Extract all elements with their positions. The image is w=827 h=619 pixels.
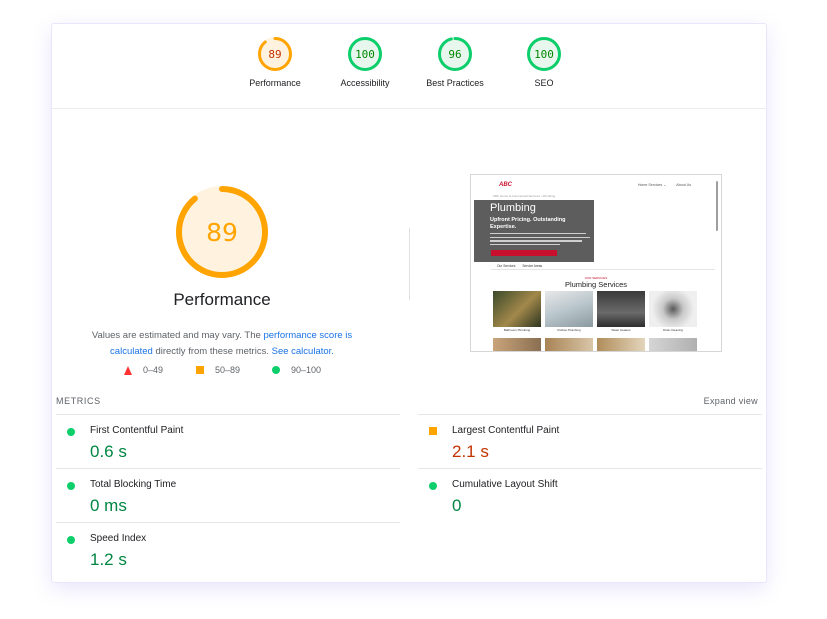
gauge-best-practices[interactable]: 96 Best Practices bbox=[400, 36, 510, 88]
desc-text: directly from these metrics. bbox=[152, 346, 272, 357]
thumb-tab: Our Services bbox=[497, 264, 516, 268]
fail-triangle-icon bbox=[124, 365, 132, 375]
legend-average-range: 50–89 bbox=[215, 365, 241, 375]
gauge-label: SEO bbox=[534, 78, 554, 88]
score-legend: 0–49 50–89 90–100 bbox=[124, 365, 384, 379]
metric-name: Speed Index bbox=[90, 533, 147, 544]
pass-circle-icon bbox=[67, 536, 75, 544]
metric-name: First Contentful Paint bbox=[90, 425, 184, 436]
pass-circle-icon bbox=[67, 428, 75, 436]
metric-value: 2.1 s bbox=[452, 442, 489, 461]
thumb-tile-caption: Drain Cleaning bbox=[663, 328, 683, 332]
gauge-seo[interactable]: 100 SEO bbox=[489, 36, 599, 88]
performance-big-gauge: 89 bbox=[176, 186, 268, 278]
performance-big-score: 89 bbox=[206, 218, 238, 247]
legend-fail-range: 0–49 bbox=[143, 365, 164, 375]
pass-circle-icon bbox=[429, 482, 437, 490]
expand-view-toggle[interactable]: Expand view bbox=[703, 396, 758, 406]
legend-average: 50–89 bbox=[196, 365, 240, 375]
thumb-divider bbox=[491, 269, 715, 270]
thumb-tile-image bbox=[649, 338, 697, 351]
thumb-tile-image bbox=[597, 338, 645, 351]
gauge-accessibility[interactable]: 100 Accessibility bbox=[310, 36, 420, 88]
legend-fail: 0–49 bbox=[124, 365, 163, 375]
thumb-tile-image bbox=[597, 291, 645, 327]
thumb-nav-item: About Us bbox=[676, 183, 691, 187]
gauge-score: 100 bbox=[534, 48, 554, 61]
legend-pass: 90–100 bbox=[272, 365, 321, 375]
metric-largest-contentful-paint: Largest Contentful Paint 2.1 s bbox=[418, 414, 762, 469]
metric-name: Largest Contentful Paint bbox=[452, 425, 560, 436]
pass-circle-icon bbox=[272, 366, 280, 374]
performance-summary: 89 Performance Values are estimated and … bbox=[72, 174, 372, 360]
vertical-divider bbox=[409, 228, 410, 300]
metric-speed-index: Speed Index 1.2 s bbox=[56, 522, 400, 577]
thumb-tab: Service Areas bbox=[522, 264, 543, 268]
performance-score-ring: 89 bbox=[258, 37, 292, 71]
accessibility-score-ring: 100 bbox=[348, 37, 382, 71]
thumb-subtitle: Upfront Pricing. Outstanding Expertise. bbox=[490, 217, 566, 230]
see-calculator-link[interactable]: See calculator. bbox=[271, 346, 334, 357]
thumb-cta-button bbox=[491, 250, 557, 256]
thumb-tile-caption: Kitchen Plumbing bbox=[557, 328, 581, 332]
legend-pass-range: 90–100 bbox=[291, 365, 322, 375]
performance-title: Performance bbox=[173, 290, 271, 309]
thumb-tile-image bbox=[493, 291, 541, 327]
thumb-tile-image bbox=[493, 338, 541, 351]
gauge-label: Best Practices bbox=[426, 78, 484, 88]
metric-value: 0.6 s bbox=[90, 442, 127, 461]
gauge-label: Performance bbox=[249, 78, 301, 88]
metric-total-blocking-time: Total Blocking Time 0 ms bbox=[56, 468, 400, 523]
average-square-icon bbox=[429, 427, 437, 435]
metric-value: 0 bbox=[452, 496, 462, 515]
metrics-header: METRICS bbox=[56, 396, 101, 406]
pass-circle-icon bbox=[67, 482, 75, 490]
thumb-section-title: Plumbing Services bbox=[564, 280, 628, 289]
lighthouse-report-card: 89 Performance 100 Accessibility 96 Best… bbox=[52, 24, 766, 582]
gauge-performance[interactable]: 89 Performance bbox=[220, 36, 330, 88]
thumb-scrollbar bbox=[716, 181, 718, 231]
thumb-title: Plumbing bbox=[490, 202, 536, 214]
metric-name: Total Blocking Time bbox=[90, 479, 177, 490]
gauge-score: 89 bbox=[268, 48, 281, 61]
gauge-label: Accessibility bbox=[340, 78, 390, 88]
divider bbox=[52, 108, 766, 109]
seo-score-ring: 100 bbox=[527, 37, 561, 71]
thumb-tile-caption: Water Heaters bbox=[611, 328, 631, 332]
thumb-tile-caption: Bathroom Plumbing bbox=[503, 328, 531, 332]
thumb-nav-item: Home Services ⌄ bbox=[637, 183, 667, 187]
thumb-paragraph bbox=[490, 233, 590, 247]
thumb-tile-image bbox=[649, 291, 697, 327]
metric-value: 0 ms bbox=[90, 496, 127, 515]
desc-text: Values are estimated and may vary. The bbox=[91, 330, 264, 341]
final-screenshot[interactable]: ABC Home Services ⌄ About Us ABC Home & C… bbox=[470, 174, 722, 352]
thumb-tile-image bbox=[545, 291, 593, 327]
category-gauges: 89 Performance 100 Accessibility 96 Best… bbox=[52, 24, 766, 108]
thumb-kicker: OUR SERVICES bbox=[584, 276, 608, 280]
performance-score-link[interactable]: performance score is calculated bbox=[110, 330, 353, 357]
gauge-score: 96 bbox=[448, 48, 461, 61]
metric-name: Cumulative Layout Shift bbox=[452, 479, 558, 490]
average-square-icon bbox=[196, 366, 204, 374]
performance-description: Values are estimated and may vary. The p… bbox=[77, 328, 367, 360]
thumb-tile-image bbox=[545, 338, 593, 351]
gauge-score: 100 bbox=[355, 48, 375, 61]
metric-cumulative-layout-shift: Cumulative Layout Shift 0 bbox=[418, 468, 762, 523]
best-practices-score-ring: 96 bbox=[438, 37, 472, 71]
thumb-logo: ABC bbox=[499, 182, 512, 188]
metric-first-contentful-paint: First Contentful Paint 0.6 s bbox=[56, 414, 400, 469]
metric-value: 1.2 s bbox=[90, 550, 127, 569]
thumb-nav: Home Services ⌄ About Us bbox=[628, 183, 691, 187]
thumb-tabs: Our Services Service Areas bbox=[497, 264, 549, 268]
thumb-breadcrumb: ABC Home & Commercial Services › Plumbin… bbox=[493, 194, 556, 198]
